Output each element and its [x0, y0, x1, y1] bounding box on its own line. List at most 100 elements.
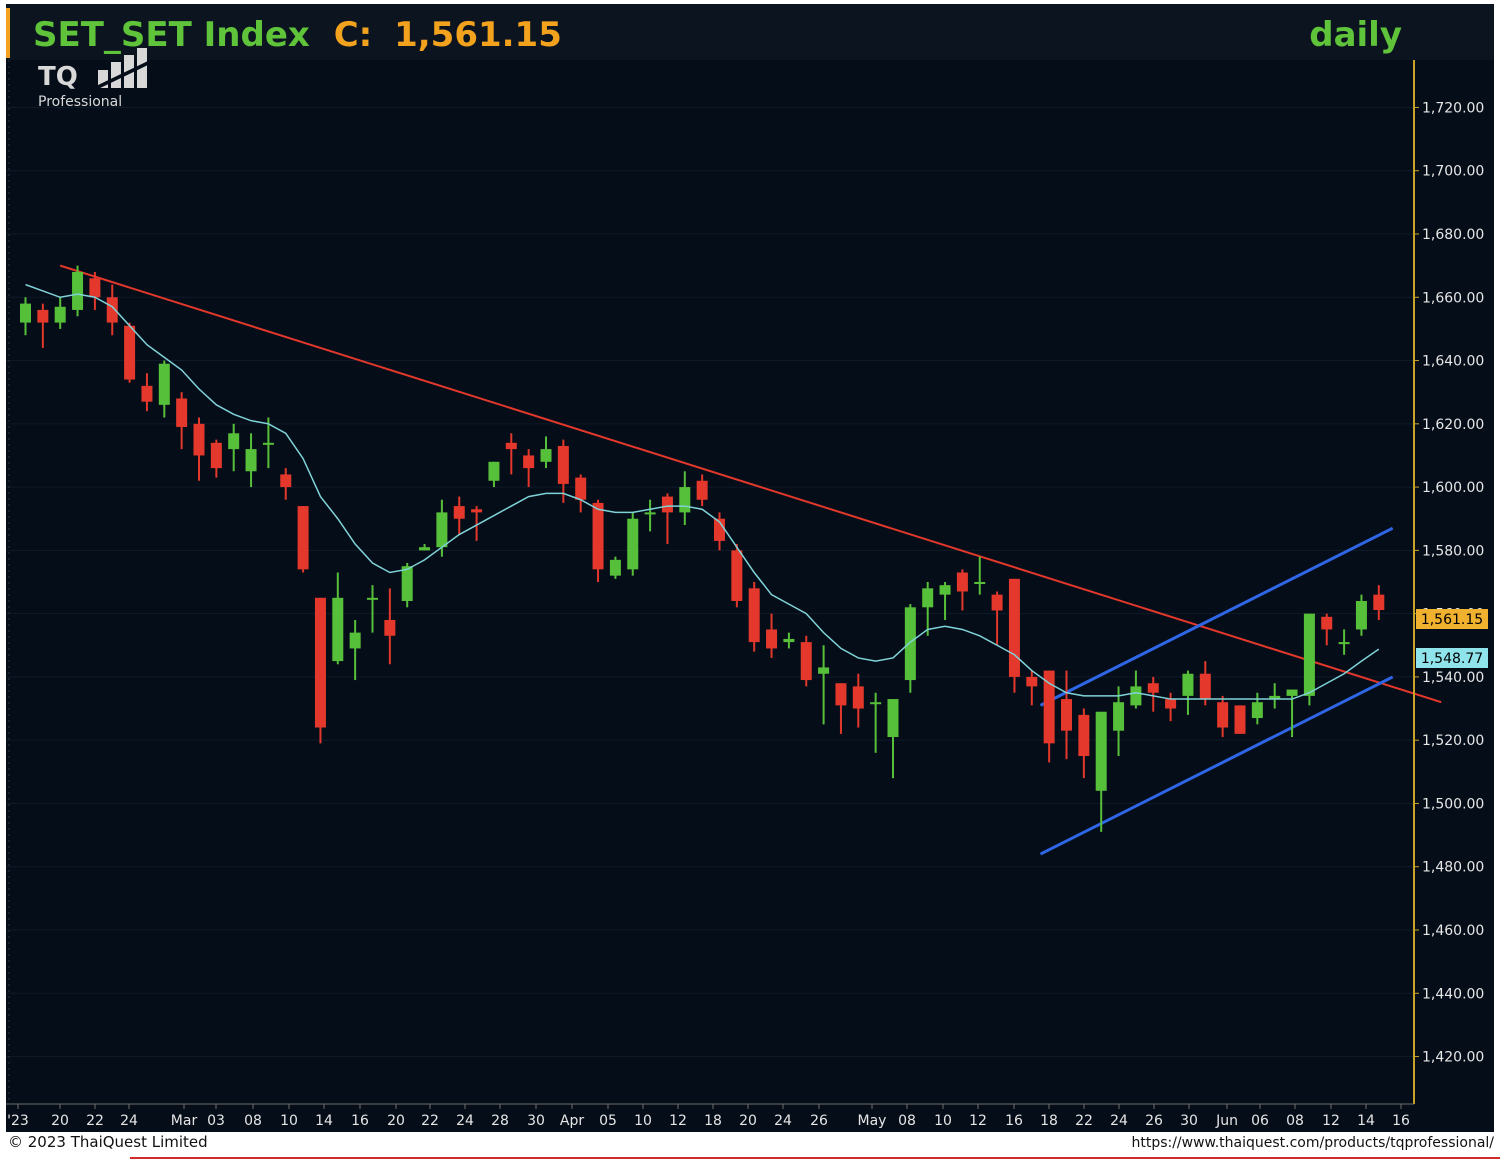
- candle: [54, 297, 66, 329]
- candle-body: [575, 477, 587, 500]
- candle: [887, 699, 899, 779]
- candle-body: [1199, 673, 1211, 700]
- x-tick-label: 26: [1145, 1113, 1163, 1129]
- candle-body: [956, 572, 968, 592]
- candle-body: [1113, 702, 1125, 731]
- trendline-channel-upper: [1039, 526, 1394, 707]
- candle-body: [679, 487, 691, 513]
- candle-body: [1286, 689, 1298, 696]
- candle-body: [505, 442, 517, 450]
- candle: [1043, 670, 1055, 763]
- logo-subtitle: Professional: [38, 94, 122, 110]
- candle-body: [609, 559, 621, 576]
- x-tick-label: 24: [120, 1113, 138, 1129]
- x-tick-label: 06: [1251, 1113, 1269, 1129]
- candle-body: [748, 588, 760, 643]
- x-tick-label: 14: [315, 1113, 333, 1129]
- title-symbol: SET_SET Index: [33, 15, 310, 55]
- title-accent-bar: [6, 8, 10, 58]
- candle-body: [1130, 686, 1142, 706]
- candle-body: [1355, 600, 1367, 630]
- y-tick-label: 1,480.00: [1422, 860, 1484, 876]
- title-bar: [6, 4, 1494, 60]
- candle-body: [297, 506, 309, 570]
- candle-body: [1095, 711, 1107, 791]
- candle-body: [557, 445, 569, 484]
- y-tick-label: 1,520.00: [1422, 733, 1484, 749]
- candle: [228, 423, 240, 472]
- candle-body: [245, 449, 257, 472]
- candle-body: [124, 325, 136, 380]
- candle-body: [228, 433, 240, 450]
- candle: [1008, 578, 1020, 693]
- candle-body: [540, 449, 552, 462]
- candle-body: [20, 303, 31, 323]
- candle-body: [176, 398, 188, 427]
- candle: [1373, 585, 1385, 620]
- candle-body: [1321, 616, 1333, 630]
- candle-body: [453, 506, 465, 519]
- x-tick-label: 16: [1005, 1113, 1023, 1129]
- candle: [297, 506, 309, 573]
- candle-body: [974, 582, 986, 584]
- candle-body: [922, 588, 934, 608]
- candle: [818, 645, 830, 725]
- candle: [523, 449, 535, 488]
- candle: [314, 597, 326, 744]
- candle-body: [436, 512, 448, 548]
- x-tick-label: Mar: [171, 1113, 198, 1129]
- candle: [384, 588, 396, 665]
- y-tick-label: 1,720.00: [1422, 100, 1484, 116]
- candle-body: [661, 496, 673, 513]
- candle: [1286, 689, 1298, 738]
- candle-body: [523, 455, 535, 469]
- candle: [1182, 670, 1194, 715]
- candle-body: [627, 518, 639, 570]
- candle: [453, 496, 465, 535]
- candle-body: [1008, 578, 1020, 677]
- x-tick-label: 10: [634, 1113, 652, 1129]
- candle-body: [1182, 673, 1194, 696]
- chart-title: SET_SET Index C: 1,561.15 daily: [33, 15, 1402, 55]
- footer: © 2023 ThaiQuest Limited https://www.tha…: [0, 1132, 1500, 1160]
- x-tick-label: 20: [51, 1113, 69, 1129]
- candle: [1147, 676, 1159, 712]
- candle: [557, 439, 569, 503]
- x-tick-label: 12: [669, 1113, 687, 1129]
- candle-body: [887, 699, 899, 738]
- candle: [210, 439, 222, 478]
- candle-body: [818, 667, 830, 674]
- candle: [731, 544, 743, 608]
- candle: [401, 563, 413, 608]
- candle: [20, 297, 31, 336]
- y-tick-label: 1,680.00: [1422, 227, 1484, 243]
- candle: [176, 392, 188, 450]
- x-tick-label: 10: [280, 1113, 298, 1129]
- x-tick-label: Apr: [560, 1113, 584, 1129]
- candle: [141, 373, 153, 412]
- candle-body: [280, 474, 292, 488]
- x-tick-label: 24: [1110, 1113, 1128, 1129]
- candle-body: [1147, 683, 1159, 693]
- x-tick-label: 12: [969, 1113, 987, 1129]
- candle-body: [1234, 705, 1246, 734]
- x-tick-label: 18: [1040, 1113, 1058, 1129]
- candle-body: [1338, 642, 1350, 645]
- candle-body: [1269, 695, 1281, 700]
- trendlines-layer: [59, 264, 1442, 856]
- candle: [262, 417, 274, 469]
- candle: [349, 619, 361, 681]
- ma-value-tag: 1,548.77: [1416, 648, 1488, 668]
- last-close-tag: 1,561.15: [1416, 609, 1488, 629]
- candle: [974, 556, 986, 595]
- trendline-resistance: [59, 264, 1442, 704]
- candle: [714, 512, 725, 551]
- candle-body: [766, 629, 778, 649]
- candle-body: [939, 585, 951, 595]
- y-tick-label: 1,540.00: [1422, 670, 1484, 686]
- candle: [1113, 686, 1125, 756]
- candle: [1355, 594, 1367, 636]
- x-tick-label: 30: [527, 1113, 545, 1129]
- x-tick-label: 22: [421, 1113, 439, 1129]
